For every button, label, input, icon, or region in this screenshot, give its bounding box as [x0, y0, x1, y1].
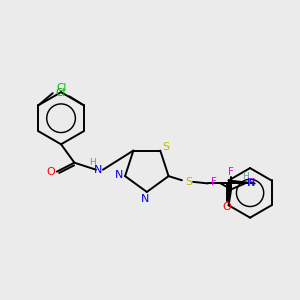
Text: Cl: Cl: [55, 88, 66, 98]
Text: F: F: [211, 177, 217, 188]
Text: N: N: [247, 178, 255, 188]
Text: H: H: [242, 172, 248, 181]
Text: O: O: [223, 202, 231, 212]
Text: N: N: [141, 194, 149, 204]
Text: H: H: [89, 158, 96, 167]
Text: N: N: [94, 165, 103, 175]
Text: F: F: [248, 178, 254, 188]
Text: F: F: [228, 167, 234, 177]
Text: O: O: [46, 167, 55, 177]
Text: N: N: [115, 169, 123, 179]
Text: Cl: Cl: [56, 83, 67, 93]
Text: S: S: [162, 142, 169, 152]
Text: S: S: [185, 177, 193, 187]
